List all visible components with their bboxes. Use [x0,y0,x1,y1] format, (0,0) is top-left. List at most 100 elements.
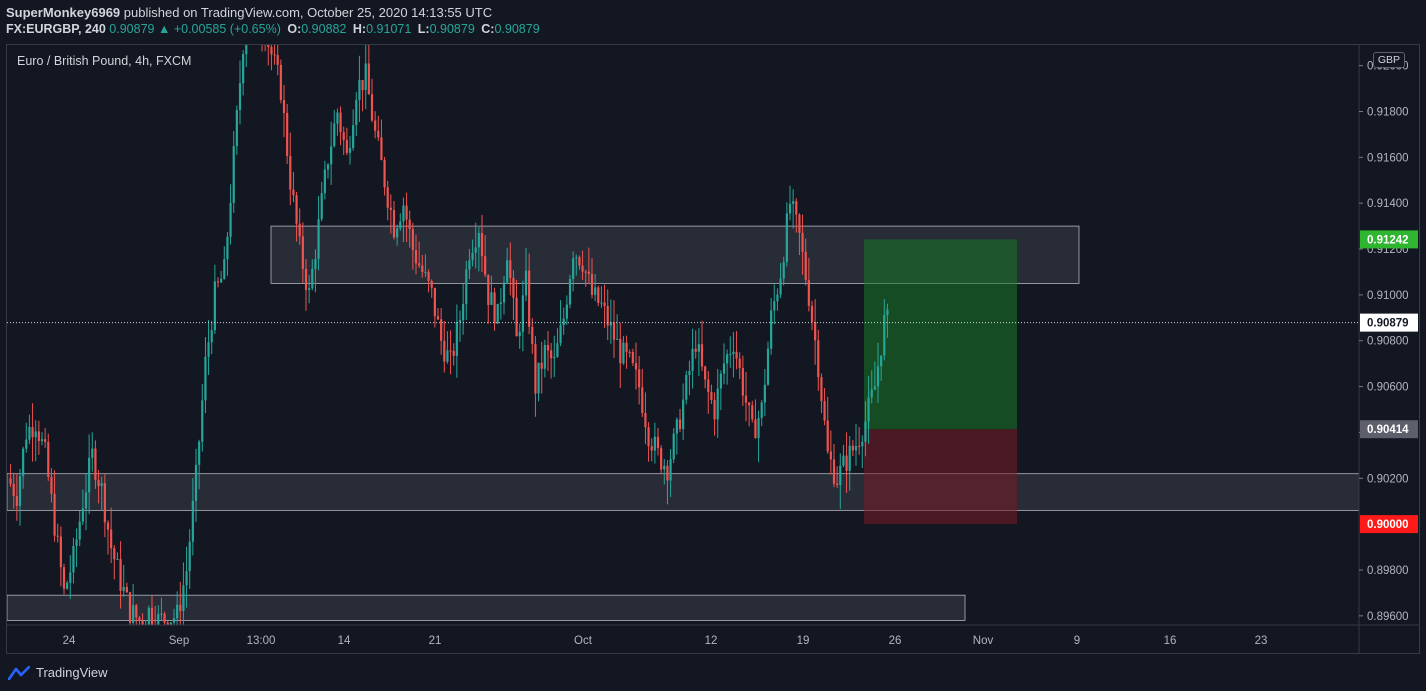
candle-body [314,258,317,269]
candle-body [788,203,792,214]
author-name[interactable]: SuperMonkey6969 [6,5,121,20]
candle-body [452,350,455,356]
candle-body [883,314,886,356]
candle-body [650,446,653,451]
tradingview-logo[interactable]: TradingView [8,665,108,680]
candle-body [430,280,433,288]
plot-area [7,45,1359,625]
candle-body [62,567,66,589]
candle-body [210,330,213,343]
candle-body [320,193,323,220]
candle-body [594,287,597,295]
candle-body [817,340,820,378]
candle-body [600,302,603,304]
candle-body [710,392,713,400]
candle-body [839,465,842,485]
candle-body [770,310,773,349]
candle-body [543,345,546,369]
candle-body [738,358,741,368]
candle-body [697,344,700,352]
candle-body [851,445,854,451]
candle-body [565,304,568,319]
candle-body [176,604,179,619]
candle-body [619,338,622,364]
candle-body [411,229,414,250]
candle-body [358,80,361,100]
candle-body [97,479,100,487]
candle-body [166,622,169,625]
candle-body [396,228,399,238]
currency-badge[interactable]: GBP [1372,52,1405,68]
open-value: 0.90882 [301,22,347,36]
price-chart[interactable]: 0.920000.918000.916000.914000.912000.910… [7,45,1419,653]
candle-body [518,331,521,337]
change-arrow-icon: ▲ [157,22,171,36]
ohlc-legend: FX:EURGBP, 240 0.90879 ▲ +0.00585 (+0.65… [6,22,540,36]
candle-body [273,54,276,56]
support-zone [7,473,1359,511]
candle-body [804,251,807,280]
candle-body [556,343,559,357]
candle-body [169,622,172,625]
candle-body [355,99,358,126]
candle-body [757,417,760,439]
candle-body [345,140,348,153]
candle-body [317,219,320,259]
candle-body [78,521,81,540]
candle-body [521,295,524,332]
candle-body [163,613,166,623]
candle-body [364,63,367,91]
candle-body [370,94,374,121]
candle-body [562,318,565,326]
candle-body [625,342,628,352]
high-value: 0.91071 [366,22,412,36]
candle-body [616,338,619,340]
candle-body [405,205,408,220]
candle-body [845,455,848,471]
candle-body [584,271,587,273]
candle-body [634,363,638,370]
candle-body [47,441,50,477]
candle-body [179,604,182,611]
candle-body [704,366,707,380]
candle-body [675,419,678,434]
candle-body [741,367,744,396]
candle-body [100,483,103,487]
footer: TradingView [0,656,1426,691]
candle-body [81,508,84,522]
candle-body [298,223,301,237]
candle-body [301,236,304,269]
candle-body [496,304,499,324]
candle-body [436,316,440,320]
candle-body [339,112,342,133]
candle-body [581,265,584,272]
candle-body [66,582,69,589]
candle-body [141,620,144,625]
candle-body [188,541,191,572]
candle-body [147,607,150,625]
candle-body [69,572,72,583]
candle-body [44,439,47,442]
candle-body [669,459,672,481]
candle-body [531,326,534,345]
candle-body [700,344,704,367]
price-tick-label: 0.90600 [1367,382,1409,394]
candle-body [182,585,185,611]
candle-body [84,492,88,509]
candle-body [550,350,553,359]
candle-body [50,476,53,494]
candle-body [12,483,15,497]
candle-body [858,445,861,447]
candle-body [421,265,424,273]
candle-body [826,420,829,452]
price-tick-label: 0.91400 [1367,198,1409,210]
publish-date: published on TradingView.com, October 25… [123,5,493,20]
candle-body [726,354,729,364]
price-tick-label: 0.91800 [1367,106,1409,118]
price-label-text: 0.90414 [1367,424,1409,436]
price-label-target [1360,230,1418,249]
candle-body [490,292,493,305]
chart-pane[interactable]: 0.920000.918000.916000.914000.912000.910… [6,44,1420,654]
candle-body [282,99,286,113]
candle-body [223,259,226,279]
